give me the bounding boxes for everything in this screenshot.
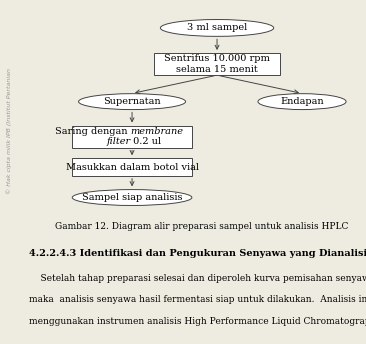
FancyBboxPatch shape: [72, 126, 192, 148]
Ellipse shape: [160, 20, 274, 36]
Text: 3 ml sampel: 3 ml sampel: [187, 23, 247, 32]
Text: Saring dengan: Saring dengan: [55, 127, 130, 136]
Text: Supernatan: Supernatan: [103, 97, 161, 106]
Text: Masukkan dalam botol vial: Masukkan dalam botol vial: [66, 163, 198, 172]
Text: Gambar 12. Diagram alir preparasi sampel untuk analisis HPLC: Gambar 12. Diagram alir preparasi sampel…: [55, 222, 348, 231]
Text: Sampel siap analisis: Sampel siap analisis: [82, 193, 182, 202]
Text: menggunakan instrumen analisis High Performance Liquid Chromatography (HPLC). Be: menggunakan instrumen analisis High Perf…: [29, 317, 366, 326]
Ellipse shape: [79, 94, 186, 110]
Text: Endapan: Endapan: [280, 97, 324, 106]
Text: Setelah tahap preparasi selesai dan diperoleh kurva pemisahan senyawa standar y: Setelah tahap preparasi selesai dan dipe…: [29, 274, 366, 283]
Text: maka  analisis senyawa hasil fermentasi siap untuk dilakukan.  Analisis ini dila: maka analisis senyawa hasil fermentasi s…: [29, 295, 366, 304]
Ellipse shape: [258, 94, 346, 110]
Text: Sentrifus 10.000 rpm
selama 15 menit: Sentrifus 10.000 rpm selama 15 menit: [164, 54, 270, 74]
Text: © Hak cipta milik IPB (Institut Pertanian: © Hak cipta milik IPB (Institut Pertania…: [6, 68, 12, 194]
Text: 4.2.2.4.3 Identifikasi dan Pengukuran Senyawa yang Dianalisis: 4.2.2.4.3 Identifikasi dan Pengukuran Se…: [29, 249, 366, 258]
Text: membrane: membrane: [130, 127, 183, 136]
Text: 0.2 ul: 0.2 ul: [130, 137, 162, 146]
FancyBboxPatch shape: [72, 158, 192, 176]
FancyBboxPatch shape: [154, 53, 280, 75]
Text: filter: filter: [107, 137, 130, 146]
Ellipse shape: [72, 190, 192, 205]
